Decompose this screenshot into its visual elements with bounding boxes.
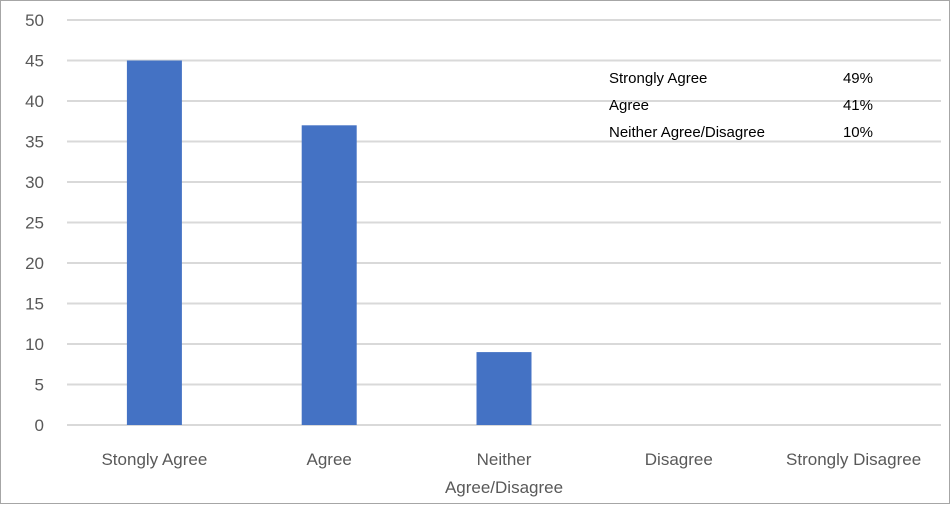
bars [126,60,532,426]
bar-1 [126,60,182,425]
x-category-label: Agree/Disagree [445,478,563,497]
x-category-label: Disagree [645,450,713,469]
y-tick-label: 35 [25,133,44,152]
y-tick-label: 45 [25,52,44,71]
percentage-annotation: Strongly Agree 49% Agree 41% Neither Agree/D… [609,70,873,141]
annotation-label: Agree [609,97,649,114]
bar-2 [301,125,357,426]
y-tick-label: 25 [25,214,44,233]
x-category-label: Neither [477,450,532,469]
y-tick-label: 10 [25,335,44,354]
x-category-label: Agree [307,450,352,469]
annotation-value: 49% [843,70,873,87]
gridlines [67,19,941,426]
annotation-label: Neither Agree/Disagree [609,124,765,141]
y-axis-ticks: 0 5 10 15 20 25 30 35 40 45 50 [25,11,44,435]
annotation-label: Strongly Agree [609,70,707,87]
bar-3 [476,352,532,425]
y-tick-label: 50 [25,11,44,30]
y-tick-label: 15 [25,295,44,314]
x-category-label: Stongly Agree [101,450,207,469]
y-tick-label: 0 [35,416,44,435]
y-tick-label: 5 [35,376,44,395]
x-axis-categories: Stongly Agree Agree Neither Agree/Disagree D… [101,450,921,497]
y-tick-label: 40 [25,92,44,111]
x-category-label: Strongly Disagree [786,450,921,469]
y-tick-label: 20 [25,254,44,273]
annotation-value: 41% [843,97,873,114]
annotation-value: 10% [843,124,873,141]
y-tick-label: 30 [25,173,44,192]
